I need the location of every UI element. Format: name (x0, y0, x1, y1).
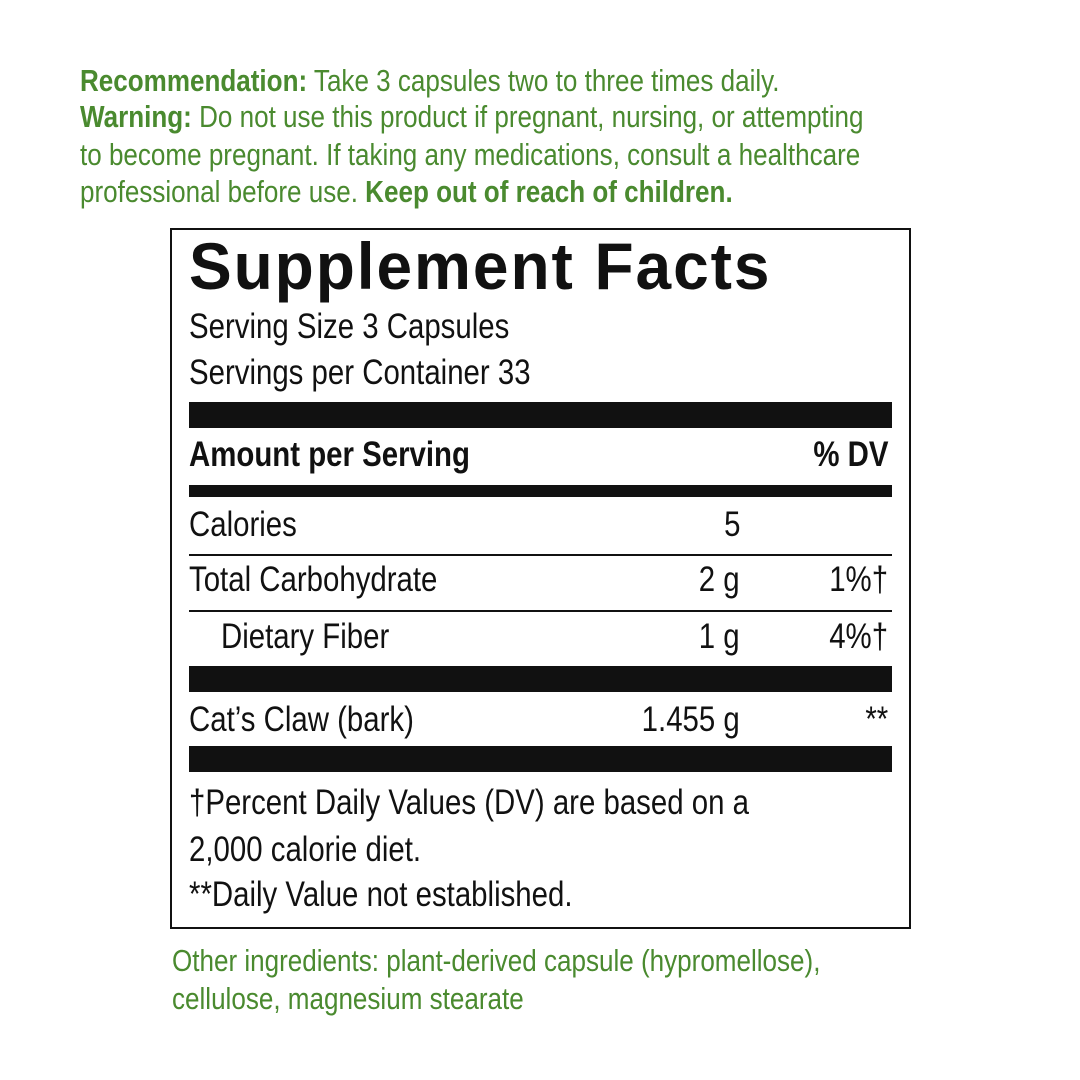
serving-size: Serving Size 3 Capsules (189, 307, 510, 346)
row-dv: 4%† (829, 617, 888, 656)
divider-thick (189, 666, 892, 692)
row-name: Dietary Fiber (221, 617, 390, 656)
header-dv: % DV (812, 435, 888, 474)
warning-text: Do not use this product if pregnant, nur… (191, 99, 864, 134)
row-dv: 1%† (829, 560, 888, 599)
warning-line-3: professional before use. Keep out of rea… (80, 173, 733, 210)
divider-thin (189, 610, 892, 612)
warning-label: Warning: (80, 99, 192, 134)
row-name: Cat’s Claw (bark) (189, 700, 414, 739)
servings-per-container: Servings per Container 33 (189, 353, 531, 392)
divider-thick (189, 402, 892, 428)
row-amount: 2 g (699, 560, 740, 599)
row-name: Total Carbohydrate (189, 560, 438, 599)
recommendation-label: Recommendation: (80, 63, 308, 98)
footnote-line-2: 2,000 calorie diet. (189, 830, 422, 869)
recommendation-text: Take 3 capsules two to three times daily… (307, 63, 780, 98)
divider-thick (189, 746, 892, 772)
row-amount: 5 (723, 505, 740, 544)
divider-thin (189, 554, 892, 556)
row-dv: ** (865, 700, 888, 739)
warning-line-2: to become pregnant. If taking any medica… (80, 137, 861, 172)
facts-title: Supplement Facts (189, 229, 772, 303)
row-name: Calories (189, 505, 297, 544)
supplement-facts-panel (170, 228, 911, 929)
footnote-line-3: **Daily Value not established. (189, 875, 573, 914)
keep-out-of-reach: Keep out of reach of children. (365, 174, 733, 209)
row-amount: 1.455 g (641, 700, 740, 739)
warning-text: professional before use. (80, 174, 366, 209)
header-amount: Amount per Serving (189, 435, 470, 474)
footnote-line-1: †Percent Daily Values (DV) are based on … (189, 783, 749, 822)
divider-medium (189, 485, 892, 497)
warning-line-1: Warning: Do not use this product if preg… (80, 98, 864, 135)
recommendation: Recommendation: Take 3 capsules two to t… (80, 62, 779, 99)
other-ingredients-line-2: cellulose, magnesium stearate (172, 981, 524, 1016)
other-ingredients-line-1: Other ingredients: plant-derived capsule… (172, 943, 821, 978)
row-amount: 1 g (699, 617, 740, 656)
